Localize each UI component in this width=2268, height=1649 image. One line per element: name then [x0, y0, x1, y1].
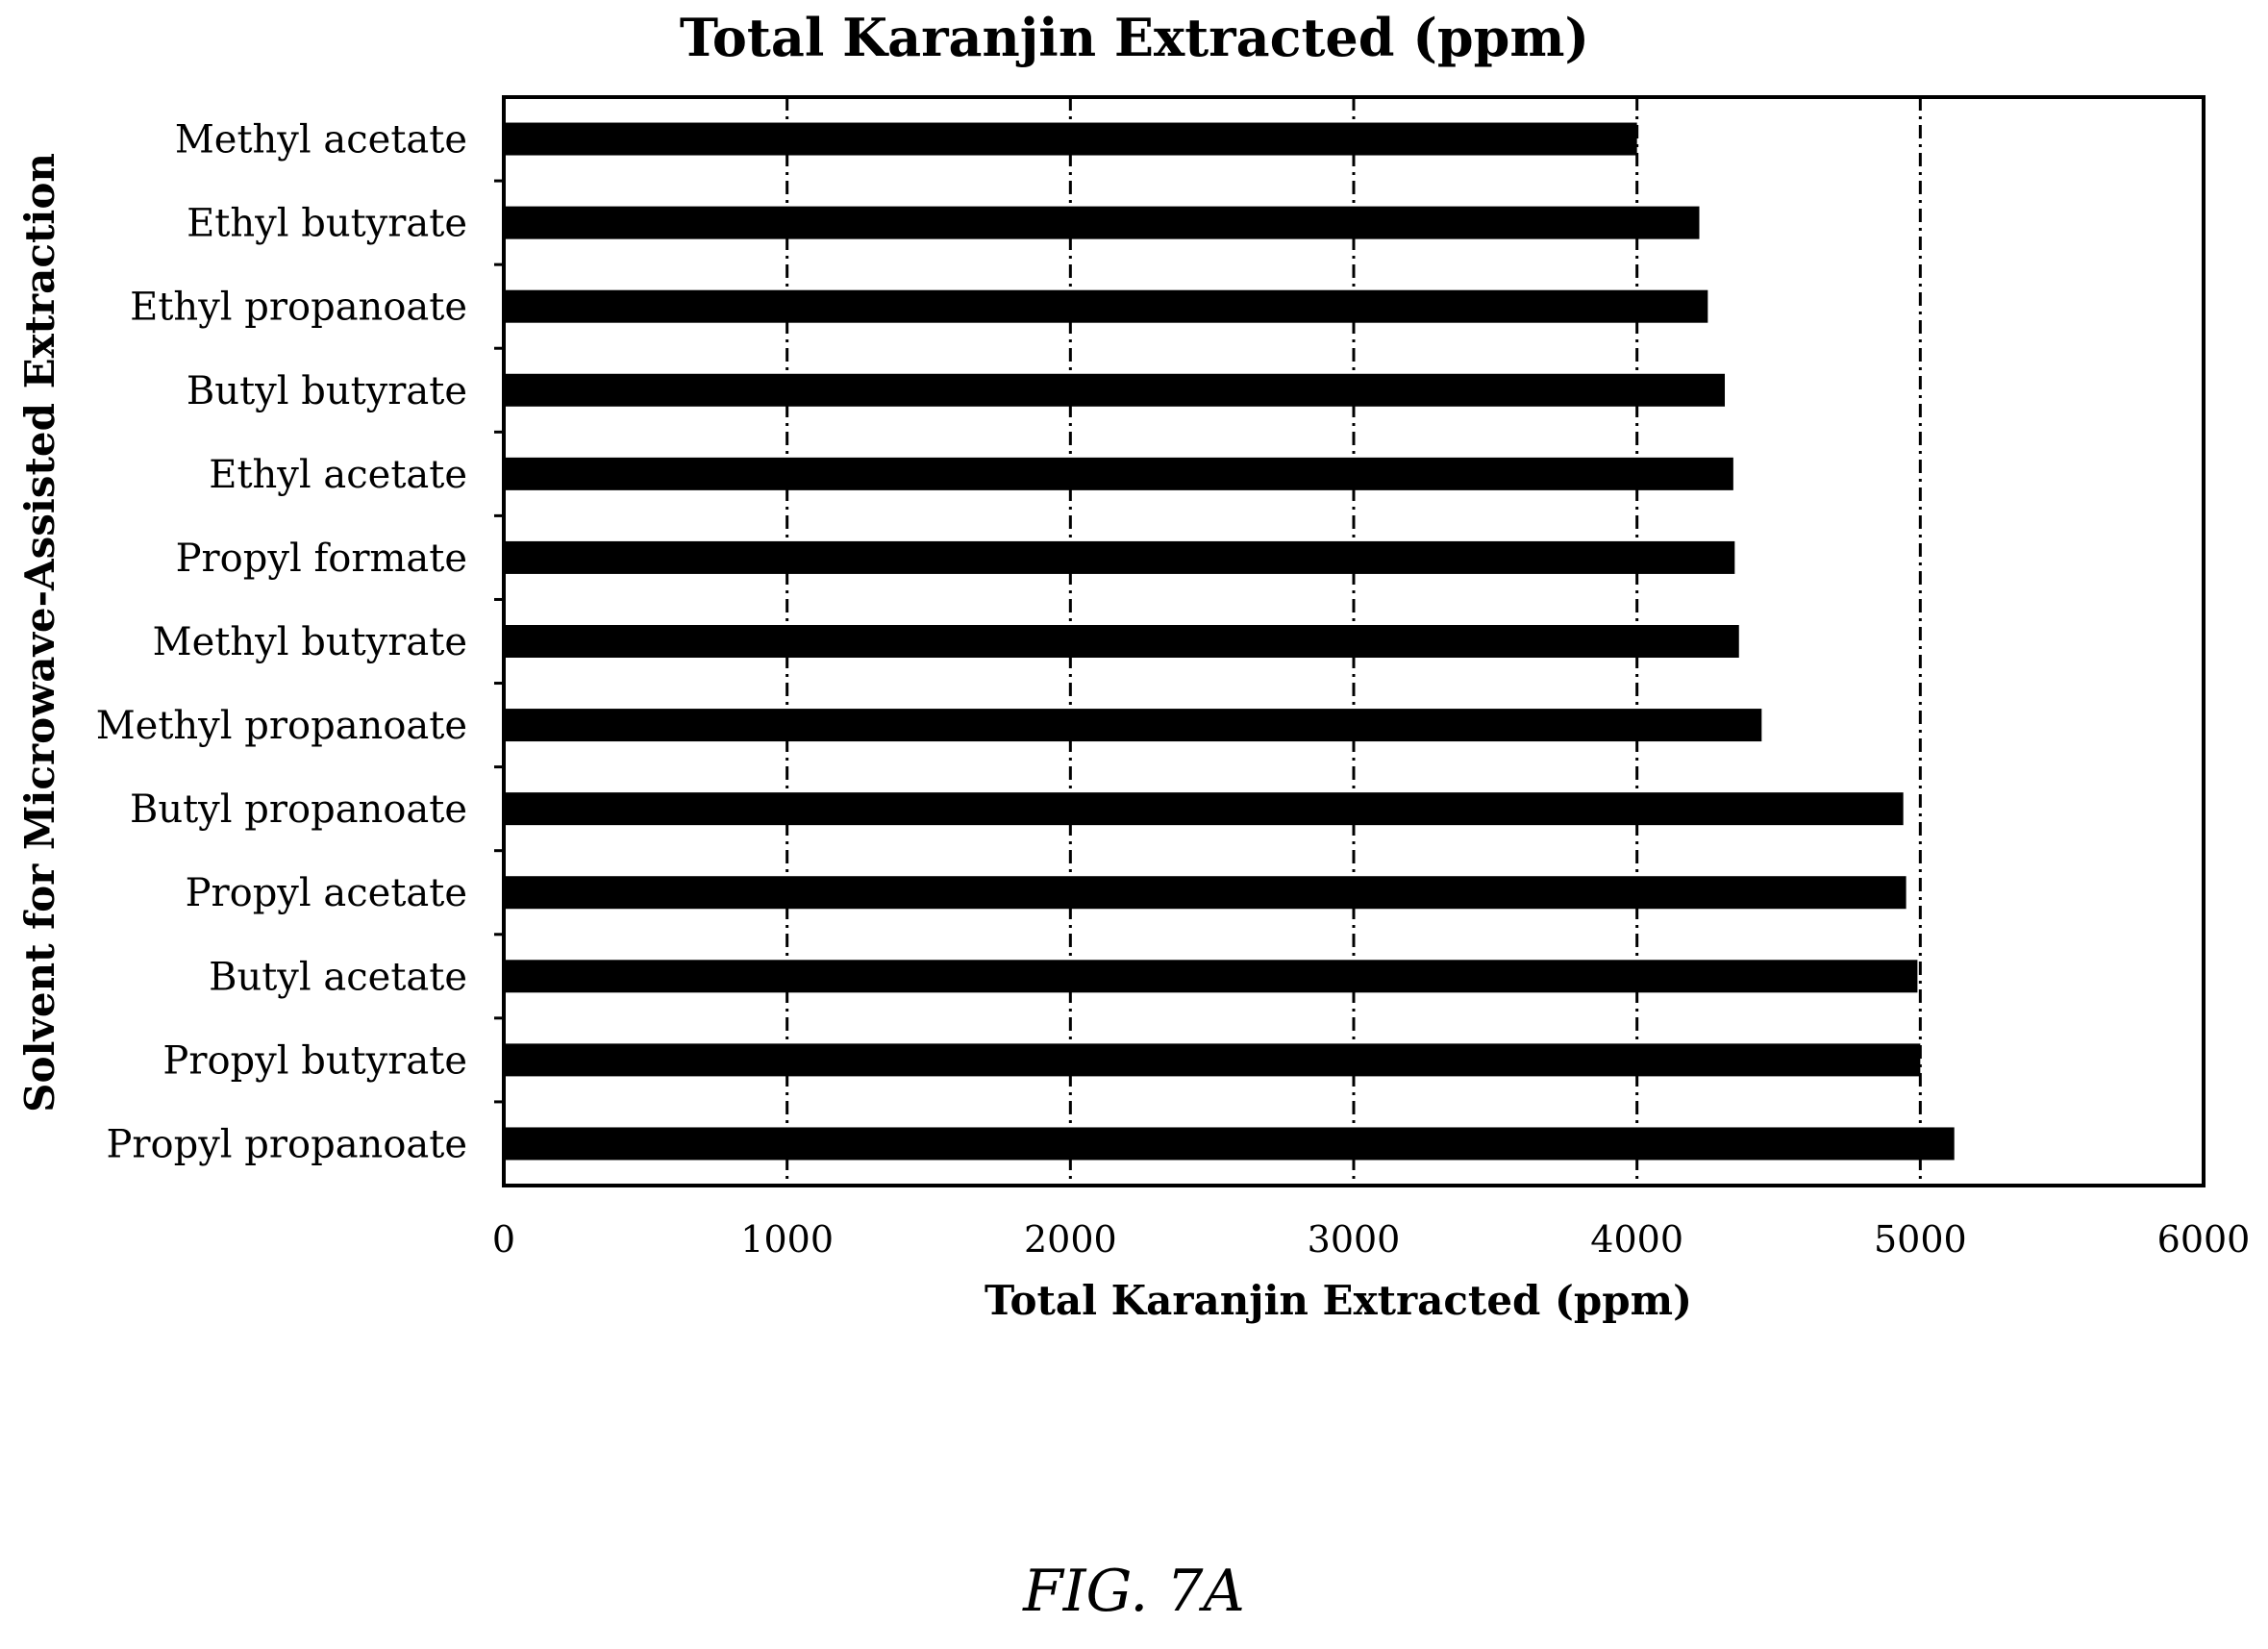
bars [504, 122, 1955, 1161]
bar [504, 1127, 1955, 1161]
bar [504, 960, 1918, 993]
category-label: Methyl butyrate [153, 620, 467, 664]
x-tick-label: 0 [492, 1218, 515, 1261]
x-axis-title: Total Karanjin Extracted (ppm) [984, 1277, 1692, 1324]
category-label: Butyl butyrate [187, 369, 467, 413]
category-label: Propyl propanoate [106, 1122, 467, 1166]
y-axis-ticks [494, 179, 504, 1104]
category-label: Ethyl propanoate [130, 286, 467, 330]
x-tick-label: 4000 [1590, 1218, 1683, 1261]
bar [504, 289, 1708, 323]
x-tick-labels: 0 1000 2000 3000 4000 5000 6000 [492, 1218, 2250, 1261]
plot-frame [502, 95, 2206, 1187]
bar-chart: Total Karanjin Extracted (ppm) Methyl ac… [16, 7, 2250, 1324]
bar [504, 122, 1637, 156]
category-label: Propyl formate [176, 537, 467, 581]
x-tick-label: 3000 [1308, 1218, 1401, 1261]
x-tick-label: 2000 [1024, 1218, 1117, 1261]
bar [504, 625, 1739, 658]
bar [504, 1043, 1921, 1077]
category-label: Methyl propanoate [96, 704, 467, 748]
category-labels: Methyl acetate Ethyl butyrate Ethyl propan… [96, 118, 467, 1167]
category-label: Butyl propanoate [130, 787, 467, 832]
chart-title: Total Karanjin Extracted (ppm) [680, 7, 1589, 68]
bar [504, 540, 1735, 574]
category-label: Propyl acetate [186, 871, 467, 915]
category-label: Propyl butyrate [162, 1038, 467, 1083]
bar [504, 373, 1726, 407]
bar [504, 792, 1904, 826]
bar [504, 206, 1700, 239]
bar [504, 709, 1762, 742]
x-tick-label: 5000 [1874, 1218, 1967, 1261]
bar [504, 876, 1907, 910]
x-tick-label: 6000 [2157, 1218, 2251, 1261]
category-label: Methyl acetate [175, 118, 467, 162]
figure-caption: FIG. 7A [1023, 1558, 1245, 1625]
y-axis-title: Solvent for Microwave-Assisted Extractio… [16, 153, 63, 1112]
bar [504, 457, 1733, 490]
x-tick-label: 1000 [740, 1218, 834, 1261]
category-label: Butyl acetate [209, 955, 467, 999]
category-label: Ethyl acetate [209, 453, 467, 497]
category-label: Ethyl butyrate [187, 202, 467, 246]
